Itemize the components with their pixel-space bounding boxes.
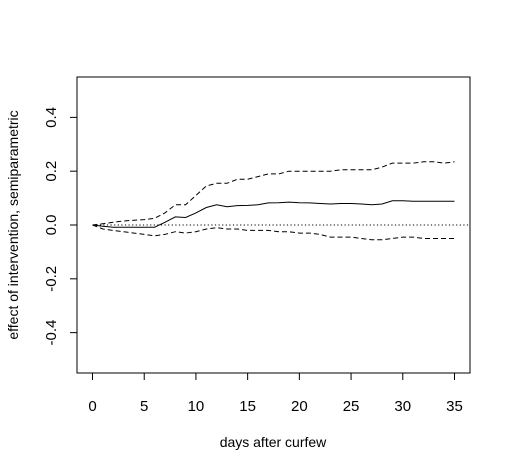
lower-bound-line (92, 224, 455, 241)
x-axis-label: days after curfew (220, 434, 327, 450)
estimate-line (92, 200, 455, 228)
y-tick-label: -0.4 (43, 320, 60, 346)
upper-bound-line (92, 161, 455, 226)
y-tick-label: 0.0 (43, 215, 60, 236)
y-tick-label: 0.2 (43, 161, 60, 182)
x-tick-label: 5 (140, 398, 148, 415)
y-tick-label: 0.4 (43, 107, 60, 128)
x-tick-label: 35 (446, 398, 463, 415)
series-layer (92, 161, 455, 241)
y-axis-label: effect of intervention, semiparametric (5, 110, 21, 339)
x-tick-label: 30 (394, 398, 411, 415)
x-tick-label: 20 (291, 398, 308, 415)
y-axis: -0.4 -0.2 0.0 0.2 0.4 (43, 107, 78, 346)
x-tick-label: 0 (88, 398, 96, 415)
x-tick-label: 25 (343, 398, 360, 415)
x-axis: 0 5 10 15 20 25 30 35 (88, 372, 463, 415)
y-tick-label: -0.2 (43, 266, 60, 292)
x-tick-label: 10 (188, 398, 205, 415)
x-tick-label: 15 (239, 398, 256, 415)
